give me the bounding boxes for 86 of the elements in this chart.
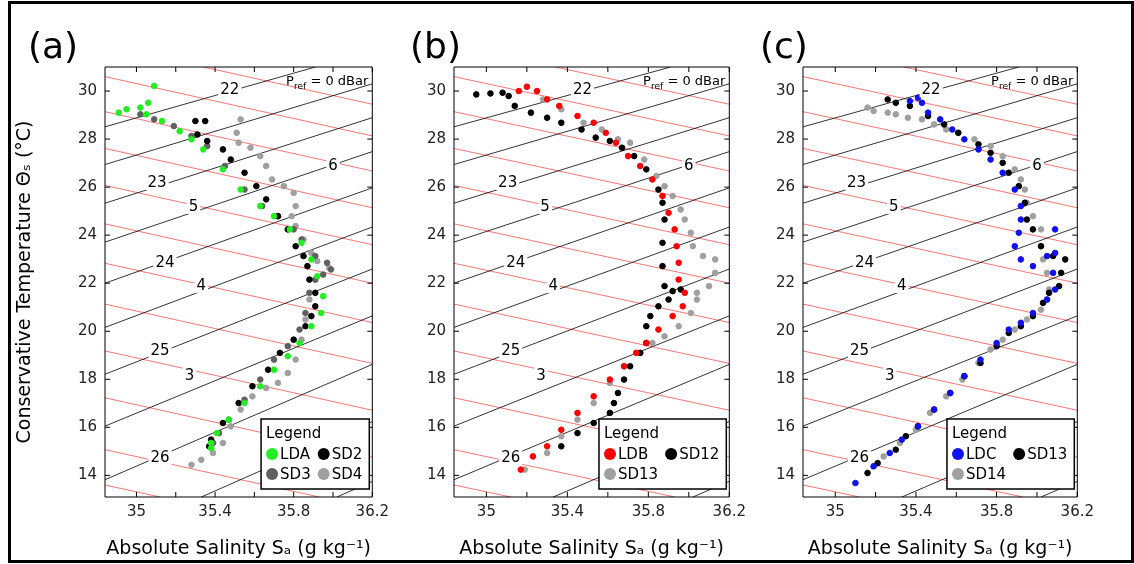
x-tick-label: 35.4 (198, 501, 232, 520)
x-tick-label: 36.2 (355, 501, 389, 520)
annotation: 3 (884, 366, 895, 385)
annotation: 25 (501, 341, 521, 360)
annotation: 22 (573, 80, 593, 99)
annotation: 4 (548, 275, 558, 294)
annotation: 5 (540, 196, 550, 215)
annotation: 22 (220, 80, 240, 99)
legend-label: LDB (617, 444, 649, 463)
x-axis-title: Absolute Salinity Sₐ (g kg⁻¹) (459, 535, 724, 558)
y-tick-label: 26 (77, 177, 97, 195)
x-tick-label: 35 (476, 501, 496, 520)
y-tick-label: 24 (77, 225, 97, 244)
annotation: 3 (536, 366, 546, 385)
x-tick-label: 36.2 (712, 501, 746, 520)
legend-label: LDC (965, 444, 997, 463)
y-tick-label: 22 (775, 273, 795, 292)
y-tick-label: 18 (775, 369, 795, 388)
y-tick-label: 14 (426, 465, 446, 484)
chart-title: (a) (28, 25, 79, 66)
y-tick-label: 20 (426, 321, 446, 340)
annotation: 6 (328, 155, 338, 174)
legend-title: Legend (603, 423, 660, 442)
y-tick-label: 28 (426, 128, 446, 147)
y-tick-label: 24 (775, 225, 795, 244)
chart-title: (b) (410, 25, 461, 66)
legend-label: SD12 (679, 444, 720, 463)
y-tick-label: 26 (426, 177, 446, 195)
chart-title: (c) (760, 25, 808, 66)
x-tick-label: 35 (126, 501, 146, 520)
annotation: 24 (854, 252, 875, 271)
x-axis-title: Absolute Salinity Sₐ (g kg⁻¹) (807, 535, 1073, 558)
y-tick-label: 28 (77, 128, 97, 147)
x-tick-label: 35.8 (276, 501, 311, 520)
annotation: 24 (155, 252, 175, 271)
annotation: 23 (846, 173, 866, 192)
annotation: 5 (188, 196, 199, 215)
y-tick-label: 22 (426, 273, 446, 292)
annotation: 6 (1032, 155, 1042, 174)
y-tick-label: 18 (77, 369, 97, 388)
annotation: 26 (150, 448, 170, 467)
legend-label: SD2 (331, 444, 363, 463)
y-tick-label: 26 (775, 177, 795, 195)
legend-label: LDA (280, 444, 311, 463)
x-axis-title: Absolute Salinity Sₐ (g kg⁻¹) (106, 535, 371, 558)
annotation: 26 (501, 448, 521, 467)
y-tick-label: 16 (775, 417, 795, 436)
legend-title: Legend (266, 423, 322, 442)
annotation: 6 (684, 155, 694, 174)
y-tick-label: 14 (77, 465, 97, 484)
y-tick-label: 20 (775, 321, 795, 340)
annotation: 23 (147, 173, 167, 192)
x-tick-label: 35.4 (899, 501, 933, 520)
annotation: 5 (888, 196, 899, 215)
y-tick-label: 28 (775, 128, 795, 147)
y-tick-label: 30 (426, 80, 446, 99)
x-tick-label: 35.8 (631, 501, 666, 520)
y-tick-label: 16 (426, 417, 446, 436)
y-tick-label: 20 (77, 321, 97, 340)
x-tick-label: 35 (825, 501, 845, 520)
annotation: 23 (498, 173, 518, 192)
x-tick-label: 36.2 (1060, 501, 1094, 520)
annotation: 4 (897, 275, 907, 294)
y-tick-label: 16 (77, 417, 97, 436)
annotation: 25 (150, 341, 170, 360)
y-tick-label: 22 (77, 273, 97, 292)
legend-label: SD14 (965, 464, 1007, 483)
annotation: 24 (506, 252, 526, 271)
annotation: 4 (196, 275, 207, 294)
annotation: 26 (849, 448, 870, 467)
y-axis-title: Conservative Temperature Θₛ (°C) (12, 120, 35, 444)
y-tick-label: 18 (426, 369, 446, 388)
annotation: 25 (849, 341, 870, 360)
x-tick-label: 35.8 (979, 501, 1014, 520)
legend-title: Legend (951, 423, 1008, 442)
y-tick-label: 30 (77, 80, 97, 99)
legend-label: SD4 (331, 464, 363, 483)
legend-label: SD3 (280, 464, 311, 483)
legend-label: SD13 (617, 464, 659, 483)
y-tick-label: 24 (426, 225, 446, 244)
x-tick-label: 35.4 (550, 501, 585, 520)
y-tick-label: 30 (775, 80, 795, 99)
annotation: 3 (184, 366, 195, 385)
annotation: 22 (921, 80, 941, 99)
y-tick-label: 14 (775, 465, 795, 484)
legend-label: SD13 (1027, 444, 1068, 463)
